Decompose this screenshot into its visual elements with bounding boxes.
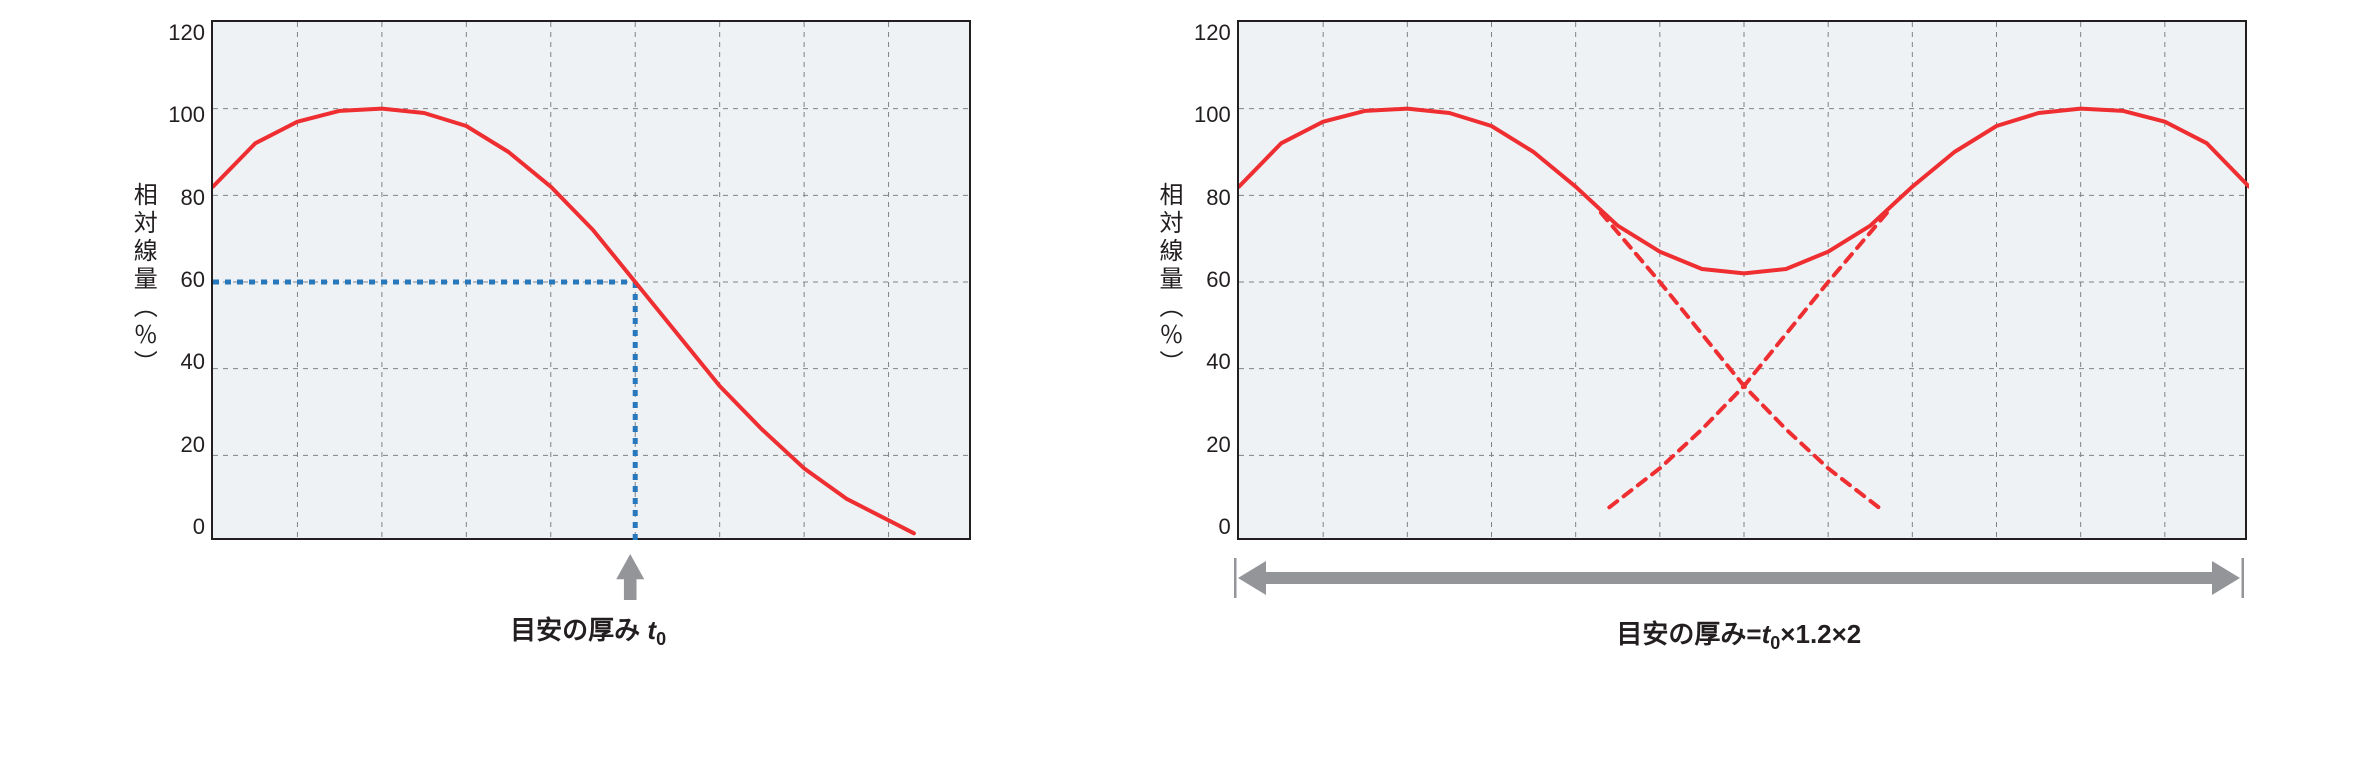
right-yticks: 120100806040200 [1194,20,1237,540]
right-chart-row: 相対線量（％） 120100806040200 [1151,20,2247,540]
left-below: 目安の厚み t0 [125,550,971,650]
left-xlabel: 目安の厚み t0 [510,610,666,650]
left-ylabel: 相対線量（％） [125,182,160,378]
figure: 相対線量（％） 120100806040200 目安の厚み t0 相対線量（％）… [125,20,2246,654]
left-panel: 相対線量（％） 120100806040200 目安の厚み t0 [125,20,971,650]
left-plot [211,20,971,540]
double-arrow-icon [1234,550,2244,610]
right-xlabel: 目安の厚み=t0×1.2×2 [1616,614,1861,654]
left-yticks: 120100806040200 [168,20,211,540]
right-panel: 相対線量（％） 120100806040200 目安の厚み=t0×1.2×2 [1151,20,2247,654]
right-plot [1237,20,2247,540]
right-below: 目安の厚み=t0×1.2×2 [1151,550,2247,654]
left-chart-row: 相対線量（％） 120100806040200 [125,20,971,540]
right-ylabel: 相対線量（％） [1151,182,1186,378]
up-arrow-icon [208,550,968,606]
